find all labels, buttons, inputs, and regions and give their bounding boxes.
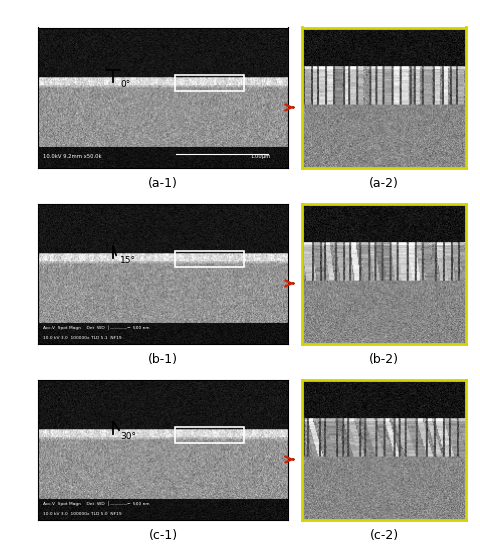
- Text: 1.00μm: 1.00μm: [250, 155, 271, 159]
- Text: (b-1): (b-1): [148, 353, 178, 366]
- Text: Acc.V  Spot Magn    Det  WD  │————─  500 nm: Acc.V Spot Magn Det WD │————─ 500 nm: [43, 501, 150, 506]
- Text: 30°: 30°: [120, 432, 136, 441]
- Text: 0°: 0°: [120, 80, 131, 89]
- Text: 10.0 kV 3.0  100000x TLD 5.1  NF19: 10.0 kV 3.0 100000x TLD 5.1 NF19: [43, 336, 122, 339]
- Text: (c-2): (c-2): [370, 529, 398, 542]
- Text: 10.0kV 9.2mm x50.0k: 10.0kV 9.2mm x50.0k: [43, 155, 102, 159]
- Text: 15°: 15°: [120, 256, 136, 265]
- Bar: [175, 251, 244, 267]
- Text: 10.0 kV 3.0  100000x TLD 5.0  NF19: 10.0 kV 3.0 100000x TLD 5.0 NF19: [43, 512, 122, 515]
- Bar: [175, 75, 244, 91]
- Text: Acc.V  Spot Magn    Det  WD  │————─  500 nm: Acc.V Spot Magn Det WD │————─ 500 nm: [43, 325, 150, 329]
- Text: (b-2): (b-2): [369, 353, 399, 366]
- Text: (c-1): (c-1): [149, 529, 178, 542]
- Text: (a-2): (a-2): [369, 177, 399, 190]
- Bar: [175, 427, 244, 443]
- Text: (a-1): (a-1): [148, 177, 178, 190]
